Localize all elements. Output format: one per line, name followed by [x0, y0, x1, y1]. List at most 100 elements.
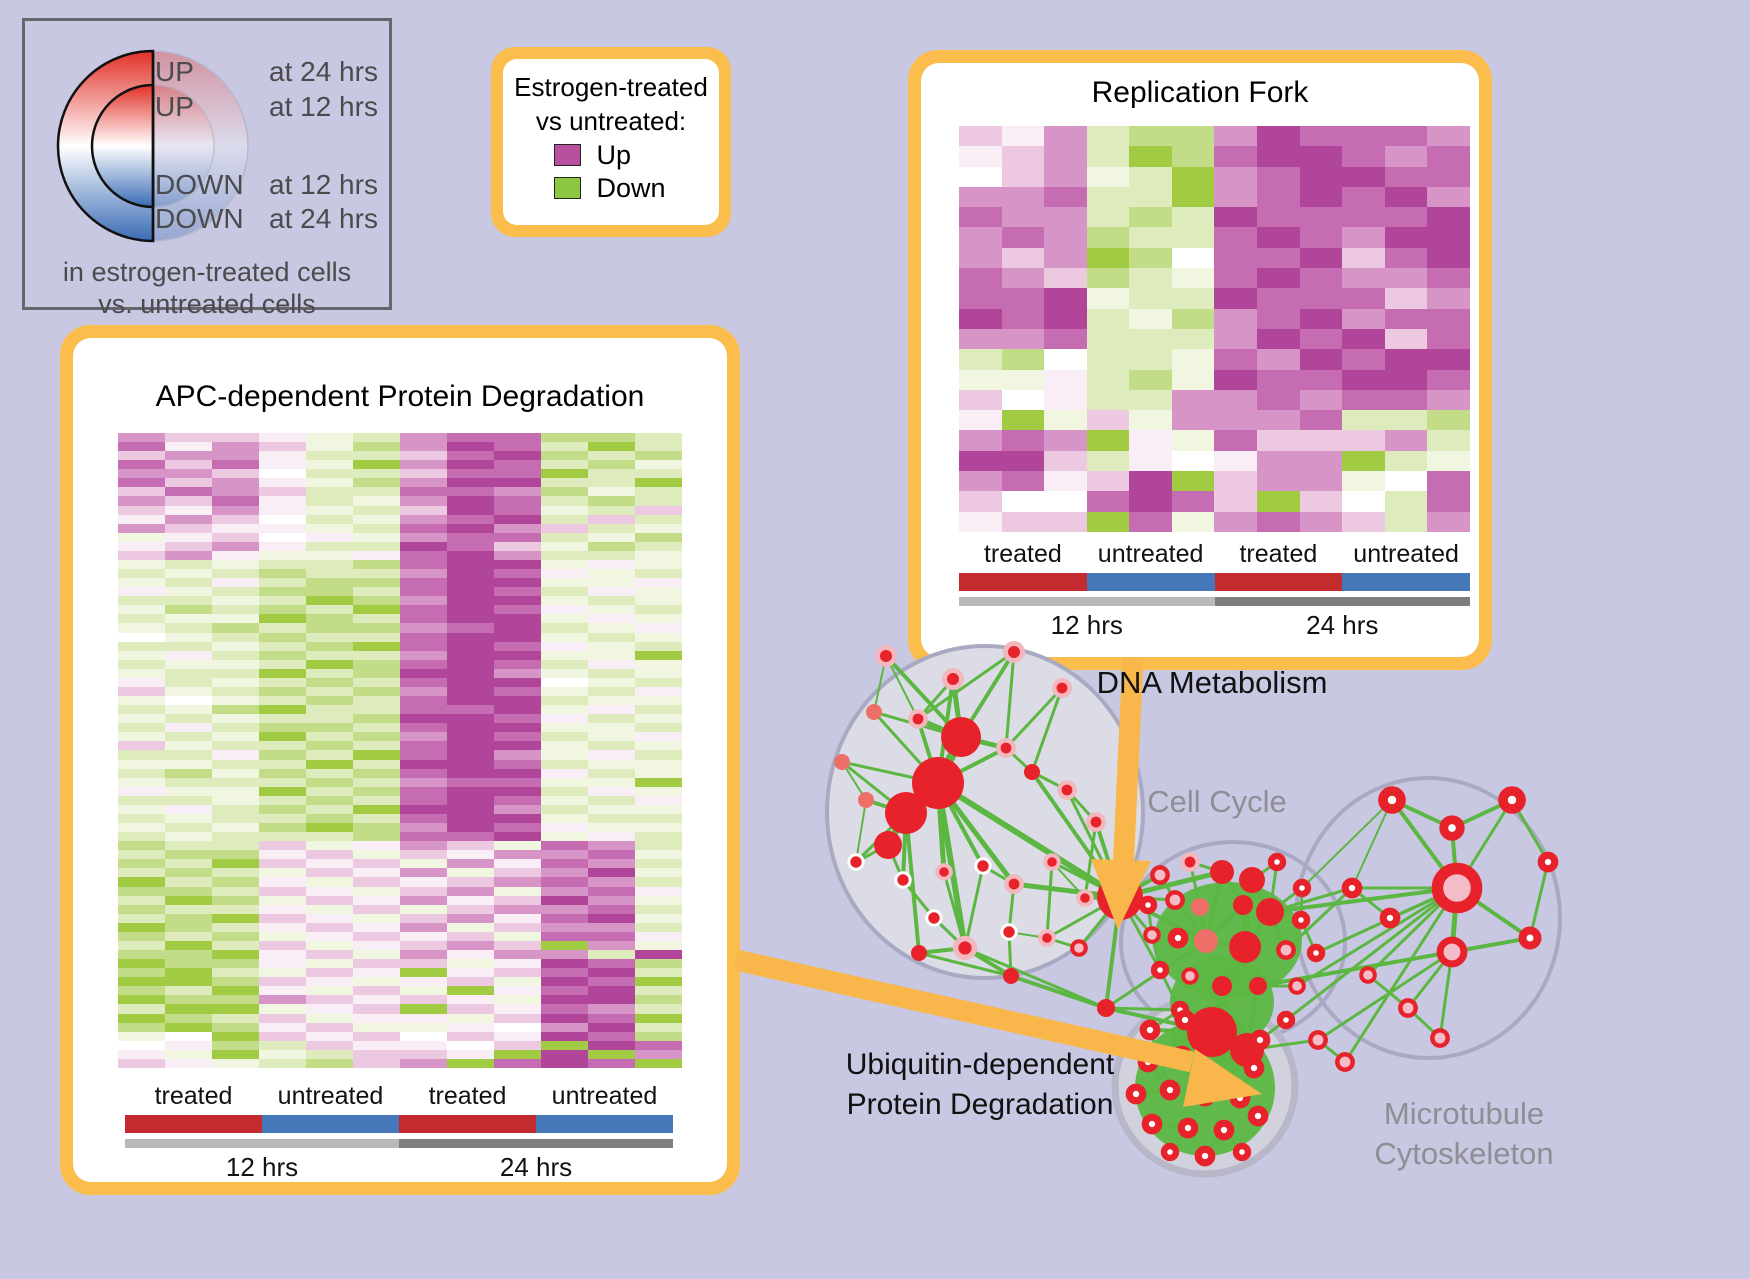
heatmap-cell [1299, 389, 1343, 411]
heatmap-cell [494, 986, 541, 996]
heatmap-cell [400, 587, 447, 597]
heatmap-cell [212, 559, 259, 570]
heatmap-cell [1342, 491, 1385, 512]
heatmap-cell [118, 1058, 165, 1068]
heatmap-cell [447, 995, 494, 1005]
heatmap-cell [541, 614, 588, 624]
heatmap-cell [118, 686, 165, 697]
network-node [1249, 1029, 1271, 1051]
heatmap-cell [306, 505, 353, 515]
network-node [1518, 926, 1542, 950]
heatmap-cell [588, 913, 635, 923]
heatmap-cell [118, 1049, 165, 1059]
heatmap-cell [635, 442, 682, 452]
heatmap-cell [1384, 308, 1428, 329]
heatmap-cell [259, 714, 306, 724]
heatmap-cell [353, 632, 400, 642]
network-node [1194, 929, 1218, 953]
heatmap-cell [635, 732, 682, 742]
heatmap-cell [1086, 328, 1130, 350]
heatmap-cell [165, 442, 212, 452]
heatmap-cell [494, 777, 541, 787]
heatmap-cell [259, 587, 306, 597]
heatmap-cell [1086, 166, 1130, 187]
heatmap-cell [353, 496, 400, 506]
heatmap-cell [541, 677, 588, 687]
heatmap-cell [259, 1022, 306, 1032]
network-node [1276, 940, 1296, 960]
heatmap-cell [1086, 288, 1130, 309]
heatmap-cell [1001, 328, 1045, 350]
heatmap-cell [541, 777, 588, 787]
heatmap-cell [588, 433, 635, 443]
network-edge [1177, 936, 1207, 943]
heatmap-cell [494, 886, 541, 896]
heatmap-cell [1129, 389, 1172, 411]
heatmap-cell [212, 868, 259, 878]
heatmap-cell [1342, 349, 1385, 370]
heatmap-cell [306, 940, 353, 951]
network-edge [1045, 861, 1054, 939]
heatmap-cell [1427, 207, 1470, 228]
heatmap-cell [588, 1040, 635, 1050]
heatmap-cell [588, 451, 635, 461]
network-node [1194, 1145, 1216, 1167]
heatmap-cell [494, 614, 541, 624]
heatmap-cell [1299, 207, 1343, 228]
heatmap-cell [118, 823, 165, 833]
heatmap-cell [588, 714, 635, 724]
heatmap-cell [1342, 450, 1385, 472]
heatmap-cell [259, 1058, 306, 1068]
decoder-time-24: at 24 hrs [269, 56, 378, 87]
heatmap-cell [1257, 491, 1300, 512]
heatmap-cell [259, 859, 306, 869]
heatmap-cell [353, 950, 400, 960]
heatmap-cell [259, 786, 306, 796]
network-edge [1084, 895, 1121, 900]
heatmap-cell [1384, 369, 1428, 390]
heatmap-cell [635, 922, 682, 932]
network-node [1139, 1019, 1161, 1041]
heatmap-cell [1299, 511, 1343, 532]
replication-fork-title: Replication Fork [1091, 76, 1309, 109]
heatmap-cell [1214, 430, 1258, 451]
heatmap-cell [1214, 389, 1258, 411]
heatmap-cell [400, 940, 447, 951]
heatmap-cell [1384, 491, 1428, 512]
network-edge [937, 746, 1007, 785]
network-node [1160, 1142, 1180, 1162]
apc-heatmap [118, 433, 682, 1068]
heatmap-cell [306, 786, 353, 796]
network-edge [1105, 939, 1207, 1010]
heatmap-cell [353, 487, 400, 497]
heatmap-cell [1299, 308, 1343, 329]
heatmap-cell [1001, 389, 1045, 411]
heatmap-cell [118, 714, 165, 724]
heatmap-cell [400, 623, 447, 633]
heatmap-cell [259, 777, 306, 787]
heatmap-cell [306, 823, 353, 833]
network-node [1243, 1057, 1265, 1079]
heatmap-cell [494, 723, 541, 733]
heatmap-cell [635, 977, 682, 987]
heatmap-cell [259, 850, 306, 860]
heatmap-cell [259, 968, 306, 978]
heatmap-cell [1342, 126, 1385, 147]
heatmap-cell [635, 1040, 682, 1050]
heatmap-cell [165, 696, 212, 706]
heatmap-cell [541, 487, 588, 497]
heatmap-cell [1129, 308, 1172, 329]
heatmap-cell [1086, 511, 1130, 532]
heatmap-cell [541, 451, 588, 461]
heatmap-cell [353, 714, 400, 724]
heatmap-cell [353, 641, 400, 651]
network-edge [1245, 1038, 1262, 1052]
heatmap-cell [1086, 471, 1130, 492]
heatmap-cell [1129, 186, 1172, 208]
heatmap-cell [1342, 369, 1385, 390]
network-edge [865, 798, 907, 815]
heatmap-cell [635, 768, 682, 778]
heatmap-cell [1427, 186, 1470, 208]
heatmap-cell [212, 1058, 259, 1068]
network-node [1267, 852, 1287, 872]
